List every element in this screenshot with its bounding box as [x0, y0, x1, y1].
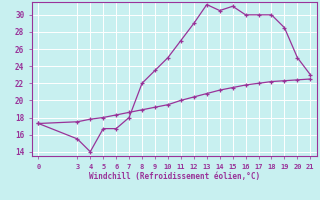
X-axis label: Windchill (Refroidissement éolien,°C): Windchill (Refroidissement éolien,°C): [89, 172, 260, 181]
